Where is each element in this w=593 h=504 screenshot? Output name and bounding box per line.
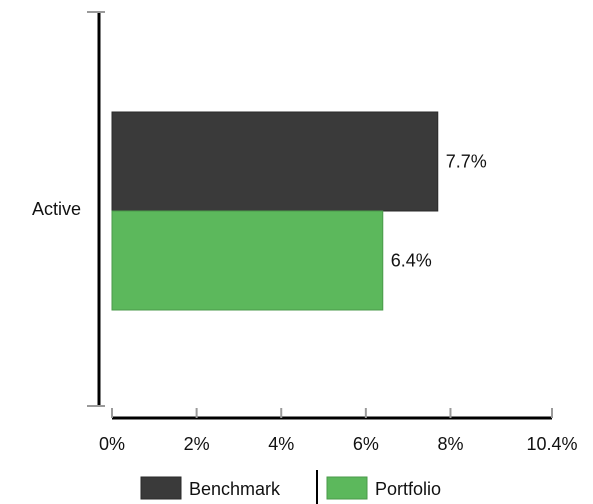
legend-swatch-portfolio[interactable] xyxy=(326,476,368,500)
x-tick-label: 6% xyxy=(353,434,379,454)
legend[interactable]: Benchmark Portfolio xyxy=(140,470,441,504)
legend-swatch-benchmark[interactable] xyxy=(140,476,182,500)
value-label-portfolio-active: 6.4% xyxy=(391,251,432,271)
category-labels: Active xyxy=(32,199,81,219)
x-tick-label: 2% xyxy=(184,434,210,454)
category-label-active: Active xyxy=(32,199,81,219)
bar-benchmark-active[interactable] xyxy=(111,111,439,212)
x-tick-label: 8% xyxy=(437,434,463,454)
x-axis: 0% 2% 4% 6% 8% 10.4% xyxy=(99,408,578,454)
value-labels: 7.7% 6.4% xyxy=(391,152,487,271)
legend-label-portfolio[interactable]: Portfolio xyxy=(375,479,441,499)
bar-portfolio-active[interactable] xyxy=(111,210,384,311)
x-tick-label: 10.4% xyxy=(526,434,577,454)
x-tick-label: 4% xyxy=(268,434,294,454)
y-axis xyxy=(87,11,105,407)
bars xyxy=(111,111,439,311)
legend-label-benchmark[interactable]: Benchmark xyxy=(189,479,281,499)
value-label-benchmark-active: 7.7% xyxy=(446,152,487,172)
x-tick-label: 0% xyxy=(99,434,125,454)
